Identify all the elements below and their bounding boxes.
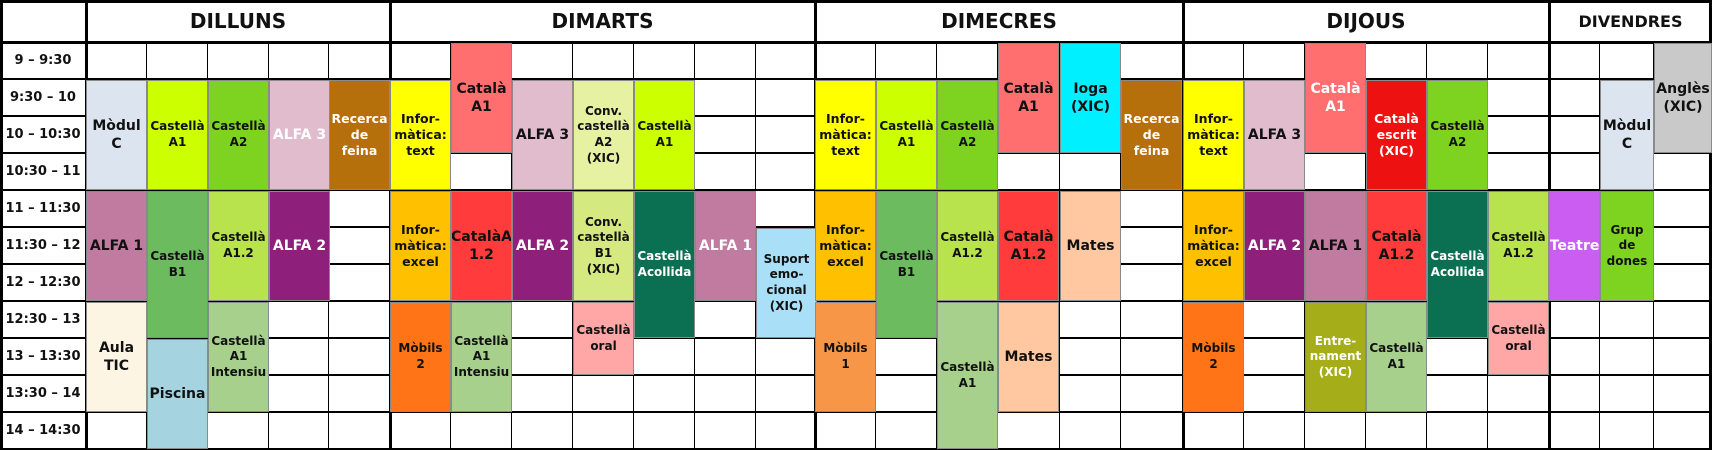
class-block[interactable]: Infor- màtica: text	[1183, 80, 1244, 190]
class-block[interactable]: Castellà A1.2	[937, 191, 998, 301]
time-slot-label: 9 – 9:30	[14, 53, 72, 68]
class-block[interactable]: Mòdul C	[86, 80, 147, 190]
class-block[interactable]: Castellà A1	[876, 80, 937, 190]
class-block[interactable]: Català A1	[451, 43, 512, 153]
column-divider	[0, 0, 3, 449]
class-block[interactable]: Ioga (XIC)	[1060, 43, 1121, 153]
class-block[interactable]: ALFA 2	[1244, 191, 1305, 301]
class-block[interactable]: Castellà A2	[208, 80, 269, 190]
time-slot-label: 10:30 – 11	[5, 164, 81, 179]
row-divider	[0, 300, 1712, 302]
class-block[interactable]: Català A1.2	[998, 191, 1059, 301]
class-block[interactable]: Castellà A1 Intensiu	[208, 302, 269, 412]
class-block[interactable]: Infor- màtica: excel	[1183, 191, 1244, 301]
class-block[interactable]: Castellà A1	[1366, 302, 1427, 412]
class-block[interactable]: Castellà A1	[937, 302, 998, 449]
class-block[interactable]: Recerca de feina	[329, 80, 390, 190]
time-slot-label: 10 – 10:30	[5, 127, 81, 142]
class-block[interactable]: Recerca de feina	[1121, 80, 1182, 190]
class-block[interactable]: Castellà oral	[1488, 302, 1549, 375]
class-block[interactable]: Mòbils 1	[815, 302, 876, 412]
class-block[interactable]: Castellà oral	[573, 302, 634, 375]
time-slot-label: 13 – 13:30	[5, 349, 81, 364]
time-slot-label: 11 – 11:30	[5, 201, 81, 216]
class-block[interactable]: Infor- màtica: text	[390, 80, 451, 190]
class-block[interactable]: ALFA 1	[86, 191, 147, 301]
class-block[interactable]: Conv. castellà B1 (XIC)	[573, 191, 634, 301]
class-block[interactable]: Anglès (XIC)	[1654, 43, 1712, 153]
class-block[interactable]: Castellà Acollida	[1427, 191, 1488, 338]
time-slot-label: 12:30 – 13	[5, 312, 81, 327]
day-header: DIJOUS	[1326, 9, 1406, 33]
class-block[interactable]: ALFA 3	[512, 80, 573, 190]
class-block[interactable]: Castellà A1.2	[208, 191, 269, 301]
time-slot-label: 12 – 12:30	[5, 275, 81, 290]
class-block[interactable]: Castellà B1	[147, 191, 208, 338]
class-block[interactable]: Castellà A1	[634, 80, 695, 190]
class-block[interactable]: Castellà B1	[876, 191, 937, 338]
class-block[interactable]: Castellà A2	[1427, 80, 1488, 190]
row-divider	[0, 41, 1712, 44]
class-block[interactable]: ALFA 3	[269, 80, 330, 190]
class-block[interactable]: Mòbils 2	[1183, 302, 1244, 412]
lane-divider	[1059, 42, 1060, 449]
class-block[interactable]: Mòdul C	[1600, 80, 1654, 190]
class-block[interactable]: Castellà A1	[147, 80, 208, 190]
class-block[interactable]: Suport emo- cional (XIC)	[756, 228, 817, 338]
class-block[interactable]: Piscina	[147, 339, 208, 449]
row-divider	[0, 411, 1712, 413]
time-slot-label: 9:30 – 10	[10, 90, 76, 105]
class-block[interactable]: ALFA 1	[695, 191, 756, 301]
class-block[interactable]: Aula TIC	[86, 302, 147, 412]
day-header: DILLUNS	[189, 9, 287, 33]
class-block[interactable]: Infor- màtica: excel	[390, 191, 451, 301]
class-block[interactable]: Castellà A2	[937, 80, 998, 190]
day-header: DIMECRES	[941, 9, 1057, 33]
class-block[interactable]: Català A1	[998, 43, 1059, 153]
class-block[interactable]: ALFA 3	[1244, 80, 1305, 190]
class-block[interactable]: Grup de dones	[1600, 191, 1654, 301]
class-block[interactable]: CatalàA 1.2	[451, 191, 512, 301]
class-block[interactable]: Conv. castellà A2 (XIC)	[573, 80, 634, 190]
class-block[interactable]: Català A1.2	[1366, 191, 1427, 301]
class-block[interactable]: Mates	[998, 302, 1059, 412]
class-block[interactable]: Castellà A1 Intensiu	[451, 302, 512, 412]
column-divider	[1709, 0, 1712, 449]
class-block[interactable]: Infor- màtica: text	[815, 80, 876, 190]
day-header: DIVENDRES	[1578, 11, 1683, 31]
table-top-border	[0, 0, 1712, 3]
class-block[interactable]: Català A1	[1305, 43, 1366, 153]
class-block[interactable]: ALFA 1	[1305, 191, 1366, 301]
class-block[interactable]: Entre- nament (XIC)	[1305, 302, 1366, 412]
class-block[interactable]: Infor- màtica: excel	[815, 191, 876, 301]
time-slot-label: 13:30 – 14	[5, 386, 81, 401]
class-block[interactable]: Castellà Acollida	[634, 191, 695, 338]
class-block[interactable]: Castellà A1.2	[1488, 191, 1549, 301]
time-slot-label: 11:30 – 12	[5, 238, 81, 253]
row-divider	[0, 189, 1712, 191]
class-block[interactable]: Català escrit (XIC)	[1366, 80, 1427, 190]
class-block[interactable]: ALFA 2	[269, 191, 330, 301]
class-block[interactable]: Teatre	[1549, 191, 1600, 301]
class-block[interactable]: Mòbils 2	[390, 302, 451, 412]
time-slot-label: 14 – 14:30	[5, 423, 81, 438]
day-header: DIMARTS	[551, 9, 654, 33]
row-divider	[0, 78, 1712, 80]
class-block[interactable]: ALFA 2	[512, 191, 573, 301]
class-block[interactable]: Mates	[1060, 191, 1121, 301]
